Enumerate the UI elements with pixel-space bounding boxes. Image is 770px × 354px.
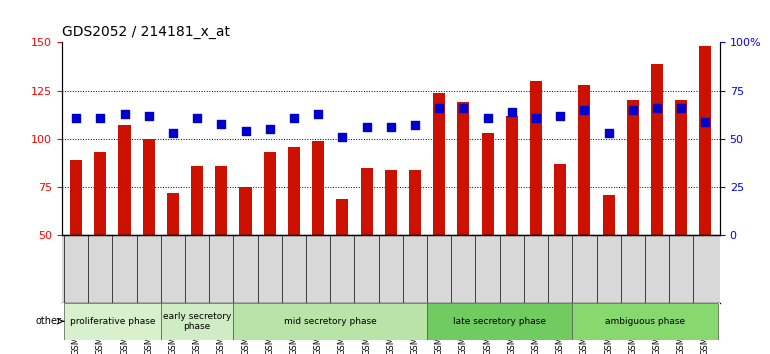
Bar — [554, 164, 566, 235]
Point — [215, 121, 227, 126]
Bar — [94, 153, 106, 235]
Point — [530, 115, 542, 121]
Bar — [651, 64, 663, 235]
Bar — [64, 303, 161, 340]
Bar — [434, 93, 445, 235]
Bar — [603, 195, 614, 235]
Text: late secretory phase: late secretory phase — [454, 317, 546, 326]
Bar — [409, 170, 421, 235]
Point — [312, 111, 324, 117]
Point — [627, 107, 639, 113]
Point — [506, 109, 518, 115]
Point — [263, 126, 276, 132]
Bar — [312, 141, 324, 235]
Point — [239, 129, 252, 134]
Text: other: other — [35, 316, 61, 326]
Point — [288, 115, 300, 121]
Bar — [675, 101, 688, 235]
Text: GDS2052 / 214181_x_at: GDS2052 / 214181_x_at — [62, 25, 229, 39]
Point — [481, 115, 494, 121]
Bar — [360, 168, 373, 235]
Point — [602, 130, 614, 136]
Point — [384, 125, 397, 130]
Point — [119, 111, 131, 117]
Text: proliferative phase: proliferative phase — [69, 317, 156, 326]
Bar — [457, 102, 470, 235]
Point — [433, 105, 445, 111]
Bar — [699, 46, 711, 235]
Text: early secretory
phase: early secretory phase — [163, 312, 231, 331]
Bar — [161, 303, 233, 340]
Bar — [167, 193, 179, 235]
Bar — [336, 199, 348, 235]
Point — [70, 115, 82, 121]
Point — [167, 130, 179, 136]
Bar — [578, 85, 591, 235]
Point — [360, 125, 373, 130]
Bar — [481, 133, 494, 235]
Bar — [530, 81, 542, 235]
Point — [191, 115, 203, 121]
Point — [699, 119, 711, 124]
Bar — [385, 170, 397, 235]
Text: ambiguous phase: ambiguous phase — [605, 317, 685, 326]
Point — [336, 134, 349, 140]
Bar — [427, 303, 572, 340]
Point — [409, 122, 421, 128]
Point — [94, 115, 106, 121]
Bar — [142, 139, 155, 235]
Bar — [239, 187, 252, 235]
Bar — [288, 147, 300, 235]
Point — [651, 105, 663, 111]
Bar — [191, 166, 203, 235]
Point — [554, 113, 567, 119]
Point — [142, 113, 155, 119]
Bar — [506, 116, 518, 235]
Point — [457, 105, 470, 111]
Text: mid secretory phase: mid secretory phase — [284, 317, 377, 326]
Point — [578, 107, 591, 113]
Bar — [119, 125, 131, 235]
Bar — [233, 303, 427, 340]
Bar — [70, 160, 82, 235]
Bar — [263, 153, 276, 235]
Bar — [627, 101, 639, 235]
Bar — [572, 303, 718, 340]
Bar — [216, 166, 227, 235]
Point — [675, 105, 688, 111]
